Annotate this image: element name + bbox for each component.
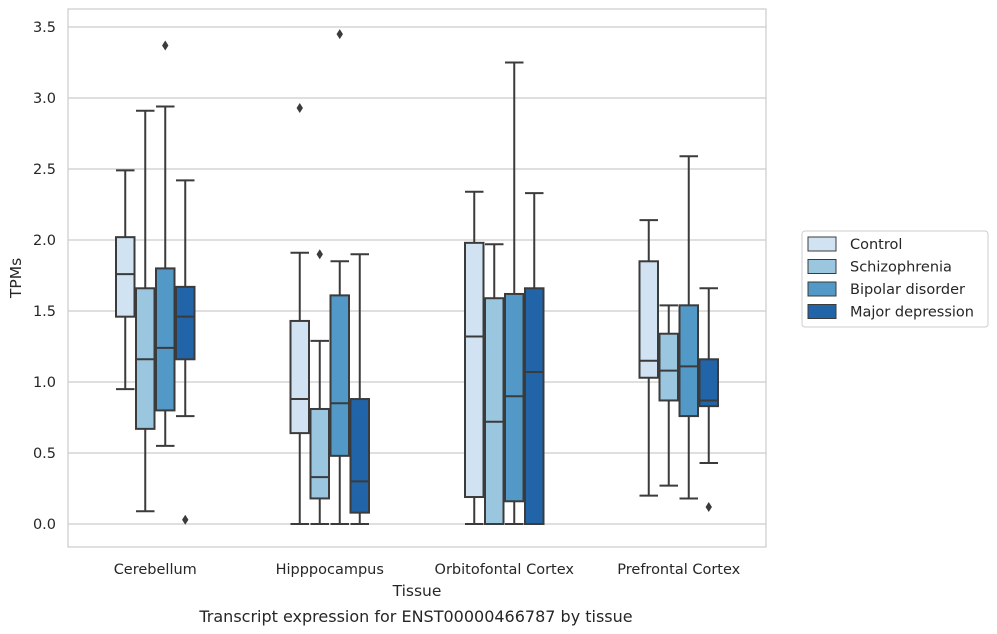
box — [309, 249, 330, 525]
box — [698, 287, 719, 512]
y-tick-label: 0.5 — [33, 446, 56, 462]
iqr-box — [349, 398, 370, 514]
y-tick-label: 1.0 — [33, 375, 56, 391]
iqr-box — [524, 287, 545, 525]
iqr-box — [309, 407, 330, 500]
box — [135, 109, 156, 513]
legend-label: Bipolar disorder — [850, 282, 965, 298]
legend-swatch — [807, 281, 837, 297]
y-tick-label: 3.0 — [33, 91, 56, 107]
legend: Control Schizophrenia Bipolar disorder Majo… — [801, 230, 989, 328]
legend-swatch — [807, 304, 837, 319]
iqr-box — [504, 292, 525, 503]
plot-area-frame — [67, 8, 767, 548]
x-axis-label: Tissue — [392, 582, 442, 600]
y-tick-label: 1.5 — [33, 304, 56, 320]
series-major-depression — [175, 179, 719, 525]
box — [484, 243, 505, 525]
y-axis-label: TPMs — [7, 258, 25, 299]
iqr-box — [175, 285, 196, 361]
box — [524, 192, 545, 525]
iqr-box — [638, 260, 659, 379]
legend-swatch — [807, 236, 837, 252]
outlier-point — [296, 102, 303, 113]
box-series — [115, 29, 719, 525]
iqr-box — [155, 267, 176, 412]
box — [464, 190, 485, 525]
iqr-box — [289, 319, 310, 435]
outlier-point — [336, 29, 343, 40]
box — [175, 179, 196, 525]
iqr-box — [698, 358, 719, 408]
box — [349, 253, 370, 525]
box — [289, 102, 310, 525]
y-tick-label: 2.5 — [33, 162, 56, 178]
iqr-box — [678, 304, 699, 418]
y-tick-label: 3.5 — [33, 20, 56, 36]
box — [115, 169, 136, 391]
iqr-box — [115, 236, 136, 318]
series-control — [115, 102, 659, 525]
iqr-box — [464, 241, 485, 499]
legend-swatch — [807, 259, 837, 274]
box — [678, 155, 699, 500]
legend-frame — [801, 230, 989, 328]
x-tick-label: Orbitofontal Cortex — [435, 562, 575, 578]
iqr-box — [329, 294, 350, 457]
iqr-box — [658, 332, 679, 402]
box — [658, 304, 679, 487]
legend-label: Schizophrenia — [850, 260, 952, 276]
series-bipolar-disorder — [155, 29, 699, 525]
y-tick-label: 0.0 — [33, 517, 56, 533]
y-axis-ticks: 0.0 0.5 1.0 1.5 2.0 2.5 3.0 3.5 — [33, 20, 56, 533]
y-tick-label: 2.0 — [33, 233, 56, 249]
series-schizophrenia — [135, 109, 679, 525]
outlier-point — [705, 501, 712, 512]
legend-label: Control — [850, 237, 902, 253]
iqr-box — [484, 297, 505, 525]
box — [155, 40, 176, 447]
outlier-point — [162, 40, 169, 51]
box — [329, 29, 350, 525]
x-tick-label: Cerebellum — [114, 562, 197, 578]
chart-caption: Transcript expression for ENST0000046678… — [198, 607, 632, 626]
legend-label: Major depression — [850, 305, 974, 321]
x-tick-label: Prefrontal Cortex — [617, 562, 740, 578]
box — [504, 61, 525, 525]
outlier-point — [316, 249, 323, 260]
box — [638, 219, 659, 497]
x-tick-label: Hipppocampus — [276, 562, 384, 578]
x-axis-ticks: Cerebellum Hipppocampus Orbitofontal Corte… — [114, 562, 741, 578]
outlier-point — [182, 514, 189, 525]
